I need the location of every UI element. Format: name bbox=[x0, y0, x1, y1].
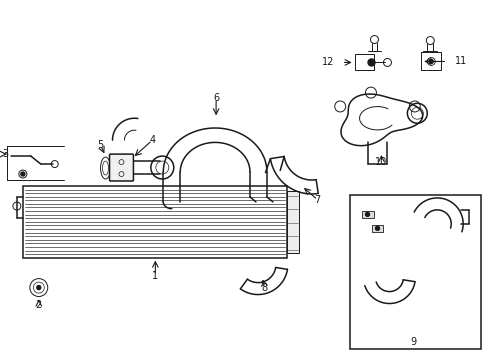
Text: 3: 3 bbox=[2, 149, 8, 159]
Text: 4: 4 bbox=[149, 135, 155, 145]
Bar bbox=[23, 186, 287, 258]
Text: 10: 10 bbox=[375, 157, 388, 167]
Bar bbox=[371, 225, 384, 232]
Text: 6: 6 bbox=[213, 93, 219, 103]
FancyBboxPatch shape bbox=[110, 154, 133, 181]
Text: 12: 12 bbox=[321, 58, 334, 67]
Circle shape bbox=[37, 285, 41, 289]
Circle shape bbox=[368, 59, 375, 66]
Bar bbox=[355, 54, 374, 71]
Text: 9: 9 bbox=[410, 337, 416, 347]
Text: 8: 8 bbox=[262, 283, 268, 293]
Circle shape bbox=[375, 226, 379, 230]
Circle shape bbox=[429, 59, 433, 63]
Circle shape bbox=[21, 172, 25, 176]
Bar bbox=[349, 195, 481, 349]
Circle shape bbox=[366, 212, 369, 216]
Text: 7: 7 bbox=[315, 195, 321, 205]
Text: 5: 5 bbox=[98, 140, 104, 150]
Bar bbox=[362, 211, 373, 218]
Text: 11: 11 bbox=[455, 57, 467, 67]
Text: 2: 2 bbox=[36, 300, 42, 310]
Bar bbox=[287, 191, 299, 253]
Bar bbox=[421, 53, 441, 71]
Text: 1: 1 bbox=[152, 271, 158, 281]
